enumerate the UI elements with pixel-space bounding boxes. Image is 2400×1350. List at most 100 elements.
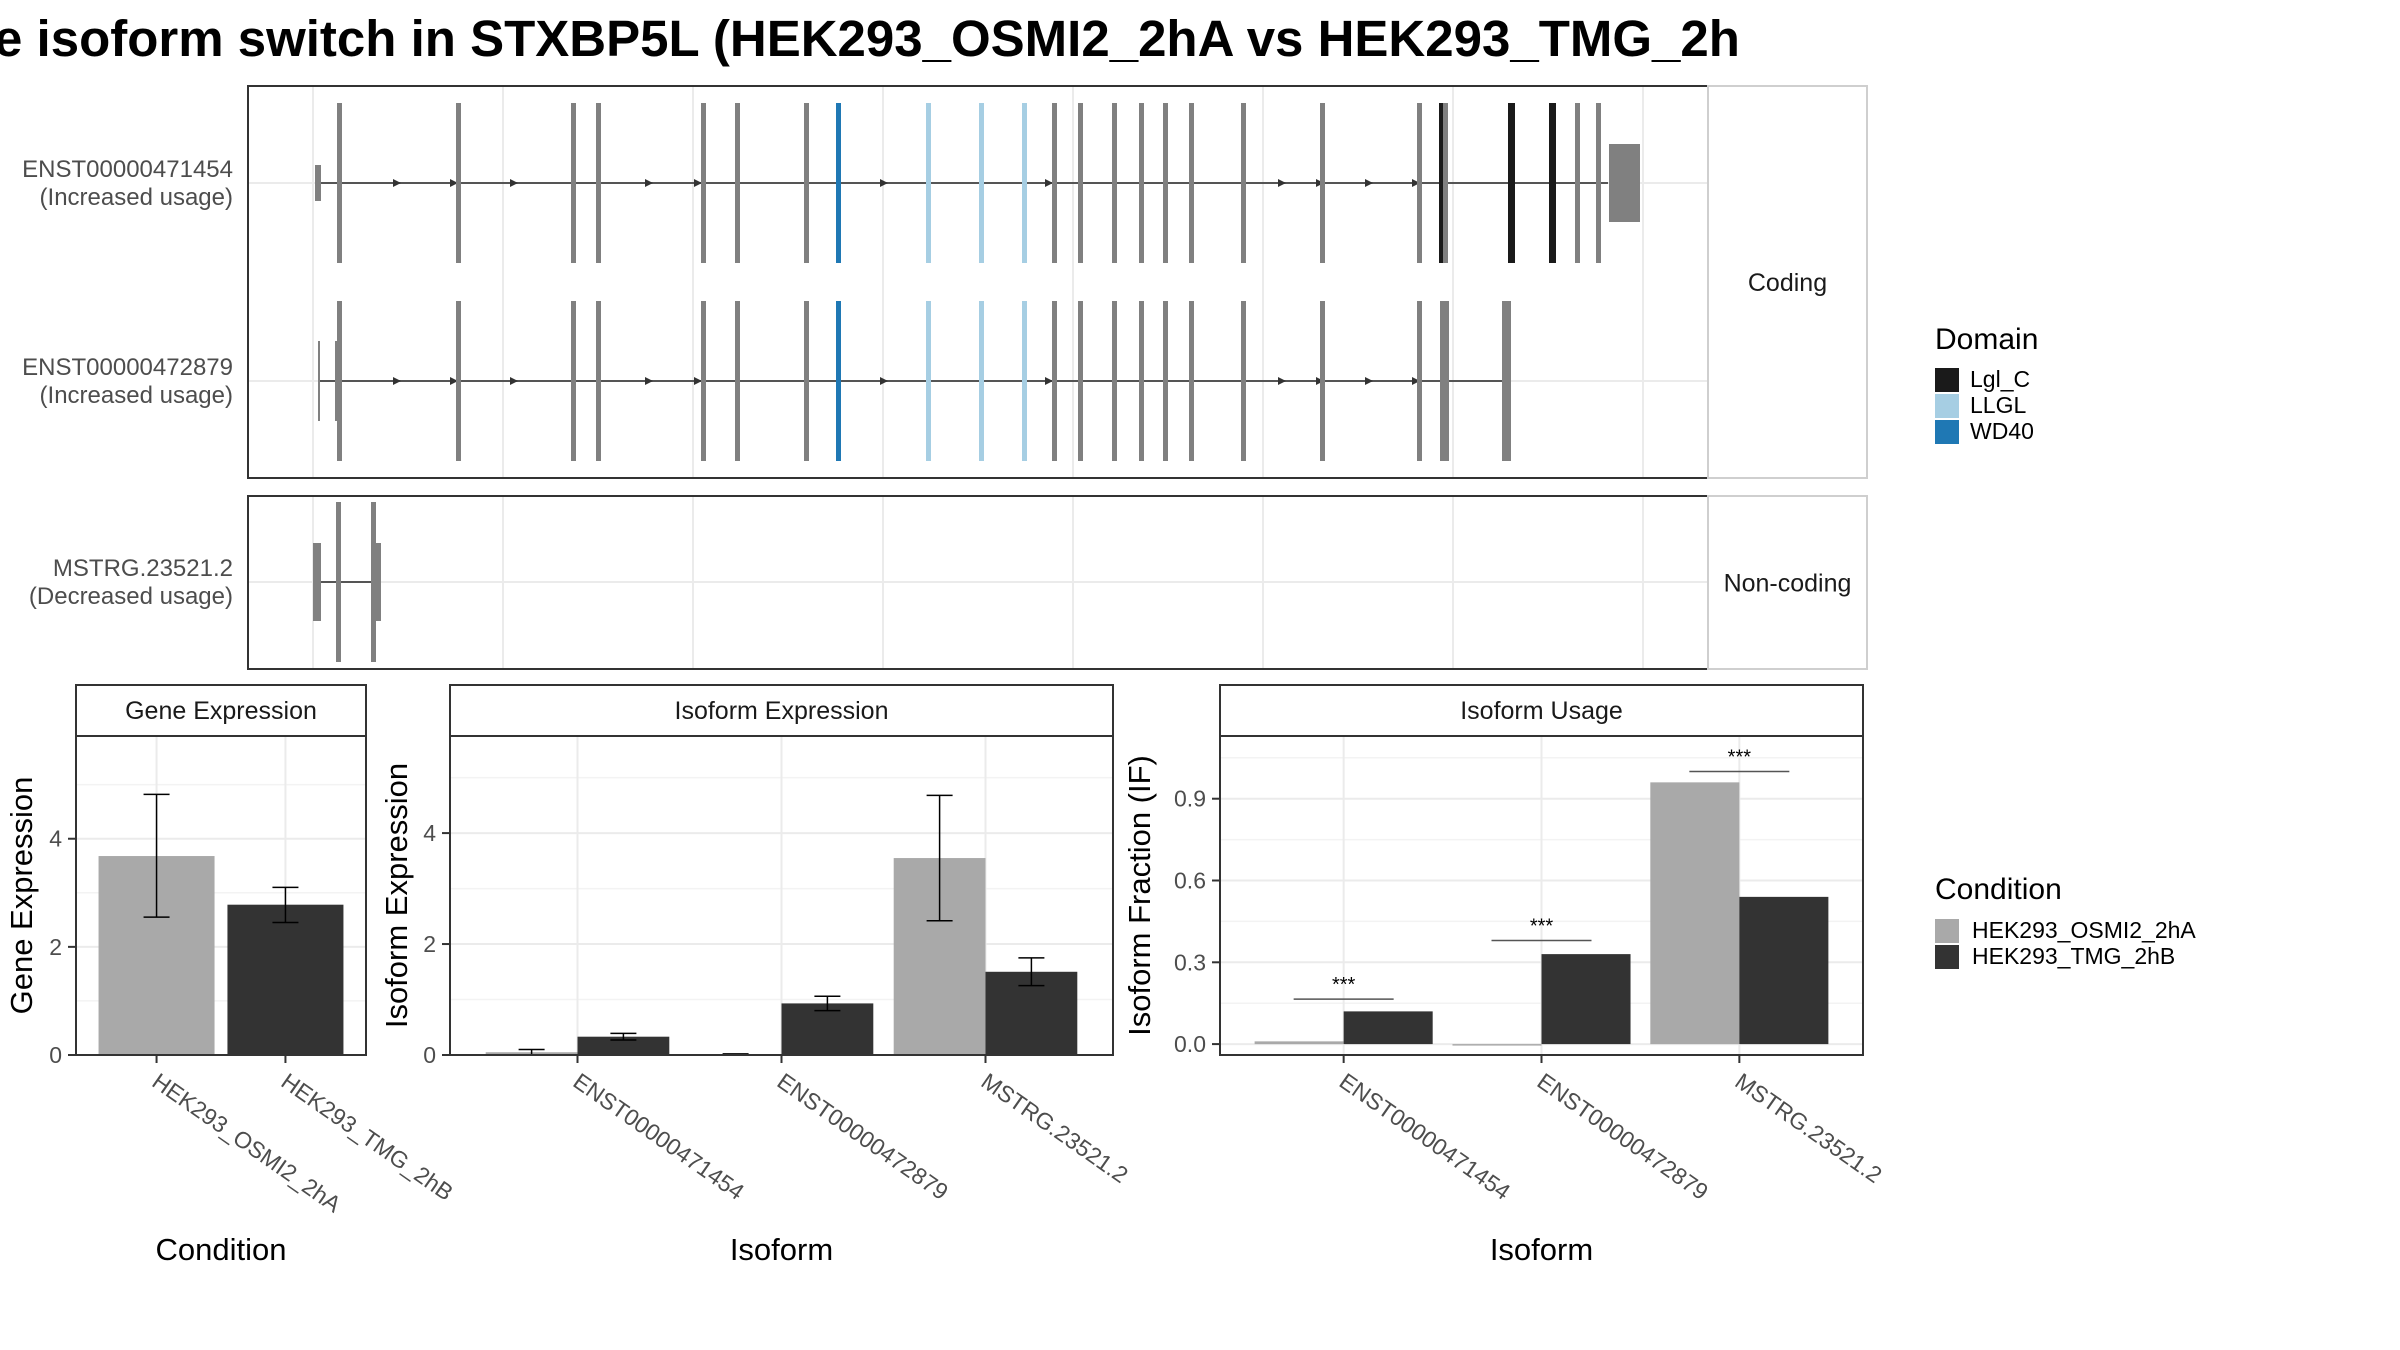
figure-title: e isoform switch in STXBP5L (HEK293_OSMI…: [0, 10, 1740, 67]
exon-block: [1320, 103, 1325, 263]
isoform-label: ENST00000471454(Increased usage): [22, 156, 233, 211]
exon-block: [337, 301, 342, 461]
isoform-usage-change: (Increased usage): [40, 382, 233, 409]
exon-block: [1189, 301, 1194, 461]
x-tick-label: ENST00000472879: [773, 1068, 953, 1205]
isoform-name: ENST00000472879: [22, 354, 233, 381]
error-bar: [814, 995, 841, 1012]
isoform-structure-MSTRG.23521.2: [313, 502, 381, 662]
exon-block: [571, 103, 576, 263]
exon-block: [1241, 103, 1246, 263]
y-tick-label: 0: [423, 1042, 436, 1068]
intron-arrow: [393, 377, 401, 385]
exon-block: [804, 301, 809, 461]
x-tick-label: ENST00000471454: [569, 1068, 750, 1205]
exon-block: [1139, 301, 1144, 461]
y-tick-label: 0.3: [1174, 949, 1206, 975]
exon-block: [456, 301, 461, 461]
y-tick-label: 0.6: [1174, 868, 1206, 894]
domain-legend-label: LLGL: [1970, 392, 2026, 418]
intron-arrow: [510, 377, 518, 385]
panel-title: Isoform Usage: [1460, 697, 1623, 725]
exon-block: [836, 301, 841, 461]
exon-block: [1443, 103, 1448, 263]
domain-legend-title: Domain: [1935, 323, 2038, 356]
error-bar: [610, 1032, 637, 1041]
significance-label: ***: [1332, 974, 1356, 996]
intron-arrow: [450, 179, 458, 187]
exon-block: [1112, 301, 1117, 461]
y-tick-label: 0.0: [1174, 1031, 1206, 1057]
facet-strip: [1707, 495, 1868, 670]
exon-block: [1575, 103, 1580, 263]
intron-arrow: [1412, 377, 1420, 385]
isoform-usage-change: (Decreased usage): [29, 583, 233, 610]
exon-block: [1417, 103, 1422, 263]
y-tick-label: 2: [423, 931, 436, 957]
exon-block: [1439, 103, 1446, 263]
exon-block: [1163, 103, 1168, 263]
exon-block: [804, 103, 809, 263]
intron-arrow: [1278, 377, 1286, 385]
facet-strip-label: Non-coding: [1724, 570, 1852, 598]
intron-arrow: [694, 377, 702, 385]
domain-legend-key: [1935, 368, 1959, 392]
exon-block: [735, 301, 740, 461]
expression-panels: Gene Expression024HEK293_OSMI2_2hAHEK293…: [4, 684, 1887, 1267]
isoform-name: ENST00000471454: [22, 156, 233, 183]
error-bar: [272, 886, 299, 924]
exon-block: [596, 301, 601, 461]
x-axis-title: Isoform: [1490, 1232, 1593, 1267]
exon-block: [1163, 301, 1168, 461]
significance-label: ***: [1530, 915, 1554, 937]
y-axis-title: Gene Expression: [4, 777, 39, 1015]
panel-strip: [75, 684, 367, 737]
exon-block: [337, 103, 342, 263]
exon-block: [456, 103, 461, 263]
exon-block: [1241, 301, 1246, 461]
exon-block: [979, 103, 984, 263]
bar: [1452, 1044, 1542, 1046]
bar: [1254, 1041, 1344, 1045]
isoform-label: MSTRG.23521.2(Decreased usage): [29, 555, 233, 610]
bar-panel: Isoform Expression 0 2 4 ENST00000471454 ENST…: [379, 684, 1133, 1267]
structure-facet: Non-coding MSTRG.23521.2(Decreased usage): [29, 495, 1868, 670]
x-tick-label: ENST00000471454: [1335, 1068, 1516, 1205]
isoform-structure-ENST00000471454: [315, 103, 1640, 263]
y-tick-label: 4: [423, 820, 436, 846]
exon-block: [1052, 103, 1057, 263]
panel-strip: [1219, 684, 1864, 737]
condition-legend-title: Condition: [1935, 873, 2062, 906]
y-tick-label: 0: [49, 1042, 62, 1068]
significance-label: ***: [1728, 746, 1752, 768]
intron-arrow: [1278, 179, 1286, 187]
exon-block: [836, 103, 841, 263]
exon-block: [1078, 301, 1083, 461]
exon-block: [701, 103, 706, 263]
exon-block: [1112, 103, 1117, 263]
error-bar: [143, 793, 170, 918]
intron-arrow: [450, 377, 458, 385]
exon-block: [1549, 103, 1556, 263]
condition-legend-label: HEK293_TMG_2hB: [1972, 943, 2175, 969]
facet-background: [248, 86, 1708, 478]
intron-arrow: [1045, 179, 1053, 187]
intron-arrow: [880, 377, 888, 385]
exon-block: [371, 502, 376, 662]
exon-block: [1139, 103, 1144, 263]
intron-arrow: [645, 179, 653, 187]
x-axis-title: Isoform: [730, 1232, 833, 1267]
domain-legend-label: WD40: [1970, 418, 2034, 444]
bar: [1650, 782, 1740, 1045]
facet-strip-label: Coding: [1748, 269, 1827, 297]
isoform-usage-change: (Increased usage): [40, 184, 233, 211]
error-bar: [926, 794, 953, 922]
exon-block: [571, 301, 576, 461]
exon-block: [1022, 103, 1027, 263]
bar: [1343, 1011, 1433, 1045]
panel-strip: [449, 684, 1114, 737]
intron-arrow: [1412, 179, 1420, 187]
exon-block: [336, 502, 341, 662]
